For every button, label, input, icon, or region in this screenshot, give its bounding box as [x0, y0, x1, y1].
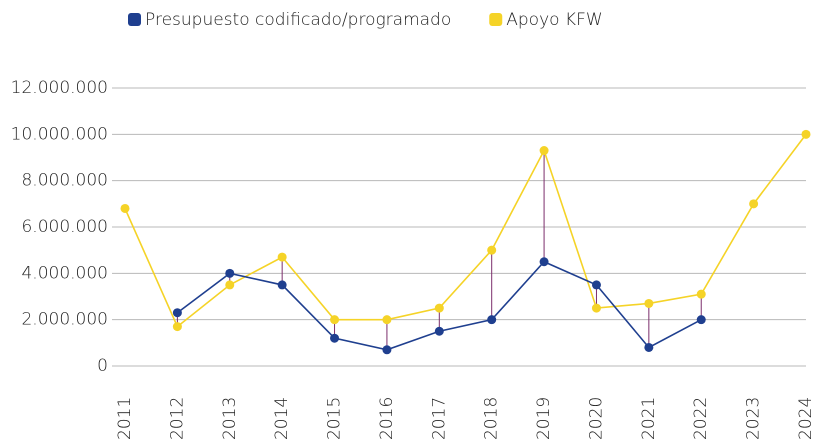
data-point [591, 280, 601, 290]
data-point [330, 315, 340, 325]
data-point [382, 315, 392, 325]
data-point [801, 129, 811, 139]
y-tick-label: 12.000.000 [11, 78, 108, 98]
x-tick-label: 2023 [744, 397, 764, 440]
series-line [124, 133, 807, 328]
data-point [172, 308, 182, 318]
x-tick-label: 2014 [272, 397, 292, 440]
data-point [644, 342, 654, 352]
data-point [382, 345, 392, 355]
data-point [225, 280, 235, 290]
data-point [330, 333, 340, 343]
x-tick-label: 2016 [377, 397, 397, 440]
x-tick-label: 2017 [429, 397, 449, 440]
data-point [225, 268, 235, 278]
data-point [120, 203, 130, 213]
x-tick-label: 2021 [639, 397, 659, 440]
y-tick-label: 8.000.000 [21, 171, 108, 191]
data-point [434, 326, 444, 336]
data-point [487, 245, 497, 255]
legend-label: Presupuesto codificado/programado [145, 10, 451, 30]
y-tick-label: 0 [97, 356, 108, 376]
x-tick-label: 2020 [586, 397, 606, 440]
x-tick-label: 2011 [115, 397, 135, 440]
legend-swatch [489, 13, 503, 26]
data-point [539, 257, 549, 267]
y-tick-label: 10.000.000 [11, 124, 108, 144]
x-tick-label: 2024 [796, 397, 816, 440]
data-point [696, 315, 706, 325]
x-tick-label: 2022 [691, 397, 711, 440]
legend-label: Apoyo KFW [506, 10, 602, 30]
data-point [644, 298, 654, 308]
x-tick-label: 2015 [325, 397, 345, 440]
data-point [172, 322, 182, 332]
data-point [539, 146, 549, 156]
x-tick-label: 2013 [220, 397, 240, 440]
y-tick-label: 6.000.000 [21, 217, 108, 237]
y-tick-label: 4.000.000 [21, 263, 108, 283]
x-tick-label: 2018 [482, 397, 502, 440]
legend-swatch [128, 13, 141, 26]
data-point [591, 303, 601, 313]
data-point [696, 289, 706, 299]
data-point [277, 280, 287, 290]
data-point [749, 199, 759, 209]
x-tick-label: 2019 [534, 397, 554, 440]
y-tick-label: 2.000.000 [21, 310, 108, 330]
data-point [434, 303, 444, 313]
data-point [277, 252, 287, 262]
data-point [487, 315, 497, 325]
x-tick-label: 2012 [167, 397, 187, 440]
